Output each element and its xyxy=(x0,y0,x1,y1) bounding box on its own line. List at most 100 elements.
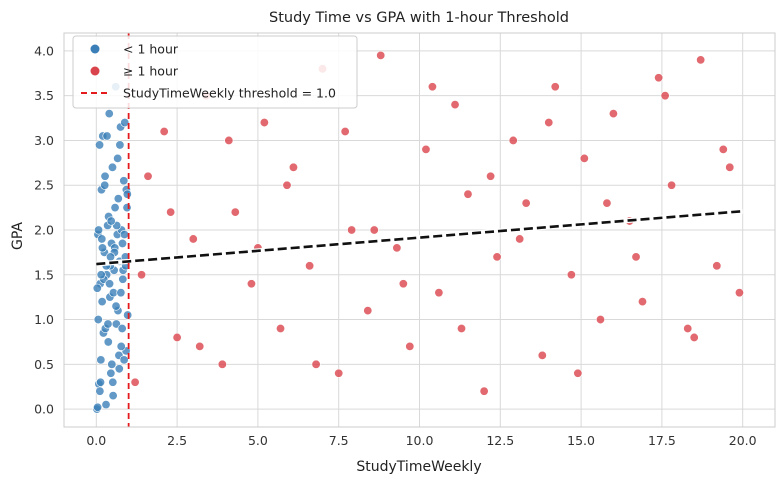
point-below-threshold xyxy=(97,243,107,253)
point-above-threshold xyxy=(521,198,531,208)
point-below-threshold xyxy=(106,252,116,262)
point-above-threshold xyxy=(143,171,153,181)
point-below-threshold xyxy=(103,319,113,329)
point-above-threshold xyxy=(450,100,460,110)
point-below-threshold xyxy=(119,355,129,365)
point-above-threshold xyxy=(544,118,554,128)
point-below-threshold xyxy=(118,274,128,284)
point-below-threshold xyxy=(111,301,121,311)
point-below-threshold xyxy=(94,225,104,235)
point-below-threshold xyxy=(97,297,107,307)
point-above-threshold xyxy=(224,135,234,145)
legend: < 1 hour ≥ 1 hour StudyTimeWeekly thresh… xyxy=(72,35,358,109)
point-below-threshold xyxy=(117,238,127,248)
point-below-threshold xyxy=(106,368,116,378)
point-below-threshold xyxy=(93,402,103,412)
point-above-threshold xyxy=(217,359,227,369)
legend-marker-below xyxy=(90,44,100,54)
point-above-threshold xyxy=(537,350,547,360)
x-tick-label: 12.5 xyxy=(486,433,514,448)
point-below-threshold xyxy=(103,337,113,347)
point-below-threshold xyxy=(114,364,124,374)
x-tick-label: 5.0 xyxy=(248,433,268,448)
point-below-threshold xyxy=(100,180,110,190)
point-above-threshold xyxy=(508,135,518,145)
point-below-threshold xyxy=(96,355,106,365)
point-below-threshold xyxy=(96,270,106,280)
point-below-threshold xyxy=(113,153,123,163)
point-above-threshold xyxy=(369,225,379,235)
legend-label-below: < 1 hour xyxy=(123,42,179,57)
point-below-threshold xyxy=(105,279,115,289)
point-above-threshold xyxy=(172,332,182,342)
point-above-threshold xyxy=(550,82,560,92)
point-above-threshold xyxy=(195,341,205,351)
point-above-threshold xyxy=(166,207,176,217)
point-below-threshold xyxy=(117,323,127,333)
point-below-threshold xyxy=(122,189,132,199)
point-below-threshold xyxy=(107,359,117,369)
point-above-threshold xyxy=(398,279,408,289)
x-tick-label: 15.0 xyxy=(567,433,595,448)
y-tick-label: 3.5 xyxy=(34,88,54,103)
tick-labels: 0.0 2.5 5.0 7.5 10.0 12.5 15.0 17.5 20.0 0.0 0.5 1.… xyxy=(34,43,757,448)
point-above-threshold xyxy=(340,127,350,137)
point-above-threshold xyxy=(159,127,169,137)
point-below-threshold xyxy=(100,171,110,181)
point-below-threshold xyxy=(122,203,132,213)
point-above-threshold xyxy=(137,270,147,280)
point-above-threshold xyxy=(492,252,502,262)
point-above-threshold xyxy=(689,332,699,342)
point-above-threshold xyxy=(363,306,373,316)
point-above-threshold xyxy=(631,252,641,262)
point-above-threshold xyxy=(311,359,321,369)
point-above-threshold xyxy=(457,323,467,333)
point-above-threshold xyxy=(595,315,605,325)
plot-frame xyxy=(63,32,776,428)
point-above-threshold xyxy=(188,234,198,244)
point-above-threshold xyxy=(654,73,664,83)
point-above-threshold xyxy=(579,153,589,163)
legend-label-threshold: StudyTimeWeekly threshold = 1.0 xyxy=(123,86,336,101)
legend-marker-above xyxy=(90,66,100,76)
point-below-threshold xyxy=(101,400,111,410)
point-below-threshold xyxy=(116,341,126,351)
point-below-threshold xyxy=(108,377,118,387)
point-above-threshold xyxy=(712,261,722,271)
point-above-threshold xyxy=(696,55,706,65)
point-above-threshold xyxy=(566,270,576,280)
point-below-threshold xyxy=(92,283,102,293)
point-below-threshold xyxy=(113,194,123,204)
point-above-threshold xyxy=(276,323,286,333)
y-tick-label: 4.0 xyxy=(34,43,54,58)
scatter-points xyxy=(92,50,744,414)
point-above-threshold xyxy=(376,50,386,60)
point-above-threshold xyxy=(725,162,735,172)
point-above-threshold xyxy=(392,243,402,253)
point-above-threshold xyxy=(637,297,647,307)
point-above-threshold xyxy=(479,386,489,396)
point-below-threshold xyxy=(93,315,103,325)
point-above-threshold xyxy=(734,288,744,298)
y-tick-label: 3.0 xyxy=(34,133,54,148)
point-above-threshold xyxy=(334,368,344,378)
point-above-threshold xyxy=(667,180,677,190)
point-below-threshold xyxy=(95,140,105,150)
y-tick-label: 2.5 xyxy=(34,178,54,193)
point-above-threshold xyxy=(282,180,292,190)
x-tick-label: 0.0 xyxy=(86,433,106,448)
point-above-threshold xyxy=(602,198,612,208)
point-above-threshold xyxy=(427,82,437,92)
x-tick-label: 2.5 xyxy=(167,433,187,448)
y-tick-label: 0.0 xyxy=(34,402,54,417)
x-tick-label: 7.5 xyxy=(329,433,349,448)
point-above-threshold xyxy=(608,109,618,119)
point-below-threshold xyxy=(97,234,107,244)
point-above-threshold xyxy=(259,118,269,128)
point-below-threshold xyxy=(110,203,120,213)
point-above-threshold xyxy=(718,144,728,154)
point-below-threshold xyxy=(106,216,116,226)
legend-box xyxy=(72,35,358,109)
point-above-threshold xyxy=(246,279,256,289)
